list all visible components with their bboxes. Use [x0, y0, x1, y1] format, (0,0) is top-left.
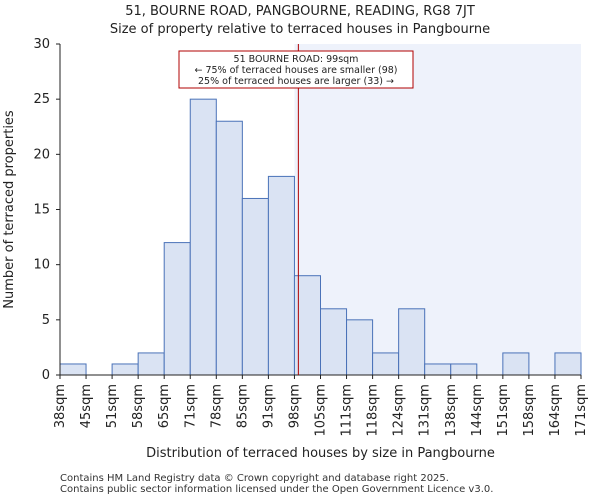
bar-chart: 0 5 10 15 20 25 30 38sqm 45sqm 51sqm 58sqm 65sqm 71s… — [2, 37, 589, 461]
chart-title: 51, BOURNE ROAD, PANGBOURNE, READING, RG… — [125, 4, 475, 19]
x-tick-label: 71sqm — [183, 384, 198, 428]
bar-111sqm — [346, 319, 374, 376]
footer-line-1: Contains HM Land Registry data © Crown c… — [60, 473, 449, 484]
x-tick-label: 164sqm — [548, 384, 563, 437]
annotation-line-1: 51 BOURNE ROAD: 99sqm — [234, 54, 359, 65]
bar-131sqm — [424, 363, 452, 376]
x-tick-label: 124sqm — [392, 384, 407, 437]
bar-151sqm — [502, 352, 530, 376]
x-tick-label: 138sqm — [444, 384, 459, 437]
x-tick-label: 158sqm — [522, 384, 537, 437]
x-axis-title: Distribution of terraced houses by size … — [146, 446, 495, 461]
x-tick-label: 111sqm — [340, 384, 355, 437]
x-tick-label: 38sqm — [53, 384, 68, 428]
x-tick-label: 45sqm — [79, 384, 94, 428]
bar-51sqm — [111, 363, 139, 376]
bar-71sqm — [189, 98, 217, 376]
footer-line-2: Contains public sector information licen… — [60, 484, 494, 495]
x-tick-label: 151sqm — [496, 384, 511, 437]
bar-78sqm — [215, 120, 243, 376]
x-tick-label: 78sqm — [209, 384, 224, 428]
x-tick-label: 51sqm — [105, 384, 120, 428]
bar-138sqm — [450, 363, 478, 376]
x-tick-label: 58sqm — [131, 384, 146, 428]
bar-164sqm — [554, 352, 582, 376]
y-tick-label: 25 — [33, 92, 50, 107]
bar-105sqm — [320, 308, 348, 376]
chart-title-block: 51, BOURNE ROAD, PANGBOURNE, READING, RG… — [0, 3, 600, 39]
y-tick-label: 0 — [42, 368, 50, 383]
bar-85sqm — [241, 197, 269, 376]
bar-91sqm — [267, 175, 295, 376]
y-tick-label: 5 — [42, 313, 50, 328]
x-tick-label: 118sqm — [366, 384, 381, 437]
x-tick-label: 85sqm — [235, 384, 250, 428]
x-tick-label: 171sqm — [574, 384, 589, 437]
bar-38sqm — [59, 363, 87, 376]
y-axis-title: Number of terraced properties — [2, 110, 17, 309]
footer-attribution: Contains HM Land Registry data © Crown c… — [60, 473, 493, 495]
x-tick-label: 131sqm — [418, 384, 433, 437]
y-tick-label: 30 — [33, 37, 50, 52]
x-tick-label: 65sqm — [157, 384, 172, 428]
x-tick-label: 144sqm — [470, 384, 485, 437]
bar-118sqm — [372, 352, 400, 376]
bar-124sqm — [398, 308, 426, 376]
y-tick-label: 10 — [33, 258, 50, 273]
y-tick-label: 20 — [33, 147, 50, 162]
annotation-line-3: 25% of terraced houses are larger (33) → — [198, 76, 394, 87]
x-tick-label: 91sqm — [261, 384, 276, 428]
x-tick-label: 105sqm — [314, 384, 329, 437]
bar-58sqm — [137, 352, 165, 376]
y-tick-label: 15 — [33, 203, 50, 218]
annotation-line-2: ← 75% of terraced houses are smaller (98… — [194, 65, 397, 76]
bar-65sqm — [163, 242, 191, 376]
x-tick-label: 98sqm — [287, 384, 302, 428]
annotation-box — [178, 50, 414, 89]
chart-subtitle: Size of property relative to terraced ho… — [109, 22, 491, 37]
